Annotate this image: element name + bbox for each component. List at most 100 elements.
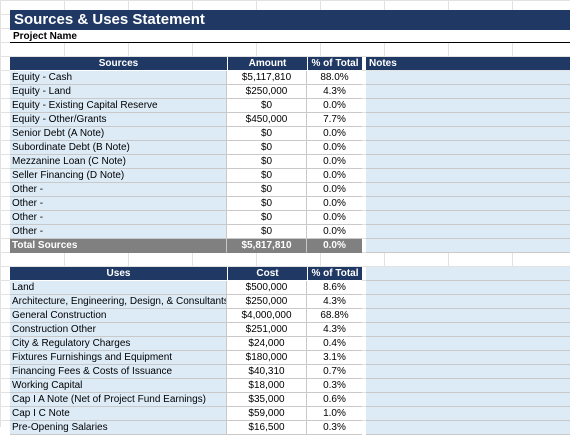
notes-cell[interactable] xyxy=(366,295,570,309)
row-label[interactable]: Other - xyxy=(10,197,227,211)
row-amount[interactable]: $0 xyxy=(227,183,307,197)
notes-cell[interactable] xyxy=(366,421,570,435)
row-label[interactable]: General Construction xyxy=(10,309,227,323)
row-amount[interactable]: $18,000 xyxy=(227,379,307,393)
row-percent[interactable]: 0.6% xyxy=(307,393,362,407)
row-label[interactable]: Seller Financing (D Note) xyxy=(10,169,227,183)
row-amount[interactable]: $0 xyxy=(227,155,307,169)
row-amount[interactable]: $5,817,810 xyxy=(227,239,307,253)
row-amount[interactable]: $0 xyxy=(227,197,307,211)
notes-cell[interactable] xyxy=(366,267,570,281)
notes-cell[interactable] xyxy=(366,155,570,169)
row-label[interactable]: Other - xyxy=(10,225,227,239)
row-label[interactable]: Other - xyxy=(10,211,227,225)
row-percent[interactable]: 0.0% xyxy=(307,155,362,169)
notes-cell[interactable] xyxy=(366,127,570,141)
row-amount[interactable]: $0 xyxy=(227,225,307,239)
notes-cell[interactable] xyxy=(366,239,570,253)
row-label[interactable]: Land xyxy=(10,281,227,295)
notes-cell[interactable] xyxy=(366,113,570,127)
notes-cell[interactable] xyxy=(366,379,570,393)
row-percent[interactable]: 88.0% xyxy=(307,71,362,85)
row-label[interactable]: Subordinate Debt (B Note) xyxy=(10,141,227,155)
row-percent[interactable]: 0.7% xyxy=(307,365,362,379)
notes-cell[interactable] xyxy=(366,211,570,225)
notes-panel: Notes xyxy=(366,57,570,253)
row-label[interactable]: Cap I C Note xyxy=(10,407,227,421)
row-percent[interactable]: 68.8% xyxy=(307,309,362,323)
row-label[interactable]: Pre-Opening Salaries xyxy=(10,421,227,435)
row-amount[interactable]: $59,000 xyxy=(227,407,307,421)
row-label[interactable]: Fixtures Furnishings and Equipment xyxy=(10,351,227,365)
project-name-label[interactable]: Project Name xyxy=(10,30,570,43)
notes-cell[interactable] xyxy=(366,141,570,155)
row-percent[interactable]: 4.3% xyxy=(307,323,362,337)
row-amount[interactable]: $35,000 xyxy=(227,393,307,407)
notes-cell[interactable] xyxy=(366,407,570,421)
row-label[interactable]: Total Sources xyxy=(10,239,227,253)
row-percent[interactable]: 0.0% xyxy=(307,239,362,253)
row-percent[interactable]: 0.0% xyxy=(307,169,362,183)
notes-cell[interactable] xyxy=(366,71,570,85)
row-percent[interactable]: 0.0% xyxy=(307,127,362,141)
row-amount[interactable]: $16,500 xyxy=(227,421,307,435)
row-percent[interactable]: 4.3% xyxy=(307,295,362,309)
notes-cell[interactable] xyxy=(366,99,570,113)
row-label[interactable]: Equity - Cash xyxy=(10,71,227,85)
row-amount[interactable]: $450,000 xyxy=(227,113,307,127)
row-label[interactable]: Equity - Land xyxy=(10,85,227,99)
row-label[interactable]: Equity - Other/Grants xyxy=(10,113,227,127)
row-amount[interactable]: $24,000 xyxy=(227,337,307,351)
row-percent[interactable]: 0.3% xyxy=(307,379,362,393)
row-percent[interactable]: 0.0% xyxy=(307,197,362,211)
row-label[interactable]: Financing Fees & Costs of Issuance xyxy=(10,365,227,379)
notes-cell[interactable] xyxy=(366,393,570,407)
notes-cell[interactable] xyxy=(366,365,570,379)
row-amount[interactable]: $40,310 xyxy=(227,365,307,379)
row-label[interactable]: Cap I A Note (Net of Project Fund Earnin… xyxy=(10,393,227,407)
notes-cell[interactable] xyxy=(366,323,570,337)
row-amount[interactable]: $0 xyxy=(227,141,307,155)
notes-cell[interactable] xyxy=(366,351,570,365)
row-percent[interactable]: 0.0% xyxy=(307,99,362,113)
row-percent[interactable]: 0.4% xyxy=(307,337,362,351)
row-amount[interactable]: $250,000 xyxy=(227,85,307,99)
row-percent[interactable]: 0.0% xyxy=(307,225,362,239)
row-label[interactable]: Senior Debt (A Note) xyxy=(10,127,227,141)
row-amount[interactable]: $0 xyxy=(227,127,307,141)
row-percent[interactable]: 0.0% xyxy=(307,183,362,197)
notes-cell[interactable] xyxy=(366,197,570,211)
row-label[interactable]: Construction Other xyxy=(10,323,227,337)
row-percent[interactable]: 7.7% xyxy=(307,113,362,127)
notes-cell[interactable] xyxy=(366,281,570,295)
row-percent[interactable]: 3.1% xyxy=(307,351,362,365)
row-amount[interactable]: $4,000,000 xyxy=(227,309,307,323)
row-percent[interactable]: 0.0% xyxy=(307,211,362,225)
row-label[interactable]: Mezzanine Loan (C Note) xyxy=(10,155,227,169)
row-label[interactable]: Working Capital xyxy=(10,379,227,393)
row-amount[interactable]: $250,000 xyxy=(227,295,307,309)
row-percent[interactable]: 0.3% xyxy=(307,421,362,435)
row-amount[interactable]: $0 xyxy=(227,99,307,113)
row-percent[interactable]: 4.3% xyxy=(307,85,362,99)
notes-cell[interactable] xyxy=(366,337,570,351)
row-amount[interactable]: $5,117,810 xyxy=(227,71,307,85)
notes-cell[interactable] xyxy=(366,169,570,183)
row-amount[interactable]: $0 xyxy=(227,211,307,225)
row-amount[interactable]: $500,000 xyxy=(227,281,307,295)
row-label[interactable]: Other - xyxy=(10,183,227,197)
row-percent[interactable]: 1.0% xyxy=(307,407,362,421)
row-amount[interactable]: $251,000 xyxy=(227,323,307,337)
notes-cell[interactable] xyxy=(366,85,570,99)
row-percent[interactable]: 8.6% xyxy=(307,281,362,295)
row-label[interactable]: Equity - Existing Capital Reserve xyxy=(10,99,227,113)
notes-cell[interactable] xyxy=(366,225,570,239)
row-label[interactable]: Architecture, Engineering, Design, & Con… xyxy=(10,295,227,309)
notes-cell[interactable] xyxy=(366,183,570,197)
row-amount[interactable]: $180,000 xyxy=(227,351,307,365)
row-amount[interactable]: $0 xyxy=(227,169,307,183)
notes-cell[interactable] xyxy=(366,309,570,323)
row-label[interactable]: City & Regulatory Charges xyxy=(10,337,227,351)
table-row: Mezzanine Loan (C Note) $0 0.0% xyxy=(10,155,362,169)
row-percent[interactable]: 0.0% xyxy=(307,141,362,155)
